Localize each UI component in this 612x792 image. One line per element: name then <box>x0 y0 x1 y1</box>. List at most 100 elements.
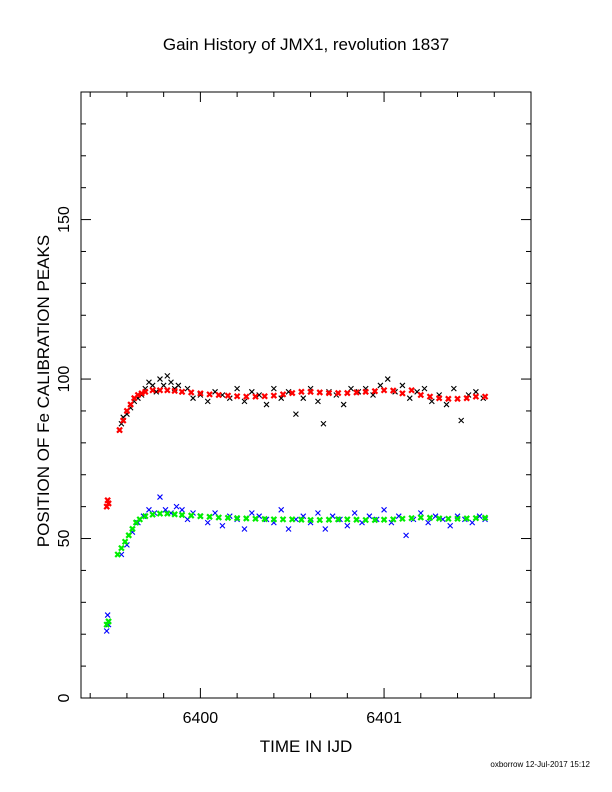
x-axis-label: TIME IN IJD <box>259 737 353 756</box>
data-point <box>164 372 171 379</box>
data-point <box>454 395 461 403</box>
data-point <box>408 386 415 394</box>
data-point <box>389 387 397 394</box>
data-point <box>435 394 443 402</box>
data-point <box>156 386 164 394</box>
data-point <box>340 401 347 408</box>
data-point <box>204 519 211 526</box>
data-point <box>362 388 369 396</box>
data-point <box>164 510 171 517</box>
data-point <box>447 522 454 529</box>
data-point <box>344 389 351 397</box>
data-point <box>435 515 443 522</box>
data-point <box>445 395 452 403</box>
data-point <box>399 390 406 397</box>
data-point <box>315 510 321 516</box>
series-low_fit <box>103 510 489 628</box>
data-point <box>334 389 342 397</box>
data-point <box>248 388 255 395</box>
data-point <box>197 390 204 397</box>
data-point <box>270 392 278 399</box>
plot-frame <box>80 91 532 699</box>
data-point <box>241 526 248 532</box>
data-point <box>344 522 351 529</box>
data-point <box>146 506 152 513</box>
data-point <box>344 516 351 523</box>
chart-title: Gain History of JMX1, revolution 1837 <box>162 35 450 54</box>
data-point <box>233 514 241 522</box>
data-point <box>288 516 296 523</box>
data-point <box>118 544 125 552</box>
data-point <box>179 506 185 513</box>
series-high_raw <box>116 372 487 433</box>
data-point <box>481 514 489 522</box>
data-point <box>278 395 285 402</box>
data-points <box>103 372 489 634</box>
data-point <box>197 512 204 520</box>
data-point <box>256 392 263 398</box>
data-point <box>381 506 387 513</box>
data-point <box>168 379 174 386</box>
data-point <box>187 512 195 519</box>
data-point <box>233 392 241 400</box>
data-point <box>243 515 250 522</box>
data-point <box>476 513 483 520</box>
data-point <box>377 382 384 389</box>
data-point <box>445 515 452 523</box>
data-point <box>157 376 163 382</box>
data-point <box>288 389 296 397</box>
data-point <box>371 516 379 524</box>
data-point <box>472 514 480 522</box>
data-point <box>353 516 360 523</box>
data-point <box>215 391 223 399</box>
data-point <box>171 387 178 395</box>
data-point <box>224 514 232 522</box>
data-point <box>285 526 292 532</box>
data-point <box>389 516 397 523</box>
data-point <box>320 420 327 427</box>
data-point <box>322 526 329 532</box>
data-point <box>162 506 169 513</box>
y-tick-label: 100 <box>56 366 73 393</box>
footer-credit: oxborrow 12-Jul-2017 15:12 <box>490 760 590 769</box>
data-point <box>278 506 285 513</box>
data-point <box>119 417 127 424</box>
data-point <box>103 628 110 634</box>
data-point <box>408 514 415 522</box>
series-high_fit <box>103 386 489 510</box>
data-point <box>197 392 204 398</box>
data-point <box>142 512 149 520</box>
data-point <box>421 385 428 392</box>
data-point <box>157 494 163 500</box>
data-point <box>351 510 358 516</box>
data-point <box>270 385 277 392</box>
data-point <box>136 516 144 523</box>
data-point <box>252 515 259 523</box>
data-point <box>252 393 259 400</box>
data-point <box>293 411 299 418</box>
data-point <box>204 398 211 405</box>
data-point <box>219 522 226 529</box>
data-point <box>417 514 425 521</box>
data-point <box>426 393 434 400</box>
data-point <box>134 391 142 399</box>
data-point <box>138 390 145 397</box>
data-point <box>334 516 342 523</box>
data-point <box>399 382 406 389</box>
data-point <box>190 395 196 402</box>
data-point <box>450 385 457 392</box>
data-point <box>187 389 195 396</box>
axis-tick-labels: 0 50 100 150 6400 6401 <box>56 206 402 727</box>
data-point <box>463 515 470 522</box>
data-point <box>463 394 470 402</box>
data-point <box>362 516 369 524</box>
y-axis-label: POSITION OF Fe CALIBRATION PEAKS <box>34 234 53 548</box>
data-point <box>234 385 241 392</box>
data-point <box>206 391 213 398</box>
data-point <box>104 612 111 618</box>
data-point <box>443 401 450 408</box>
data-point <box>215 514 223 521</box>
data-point <box>316 516 324 524</box>
y-tick-label: 150 <box>56 206 73 233</box>
